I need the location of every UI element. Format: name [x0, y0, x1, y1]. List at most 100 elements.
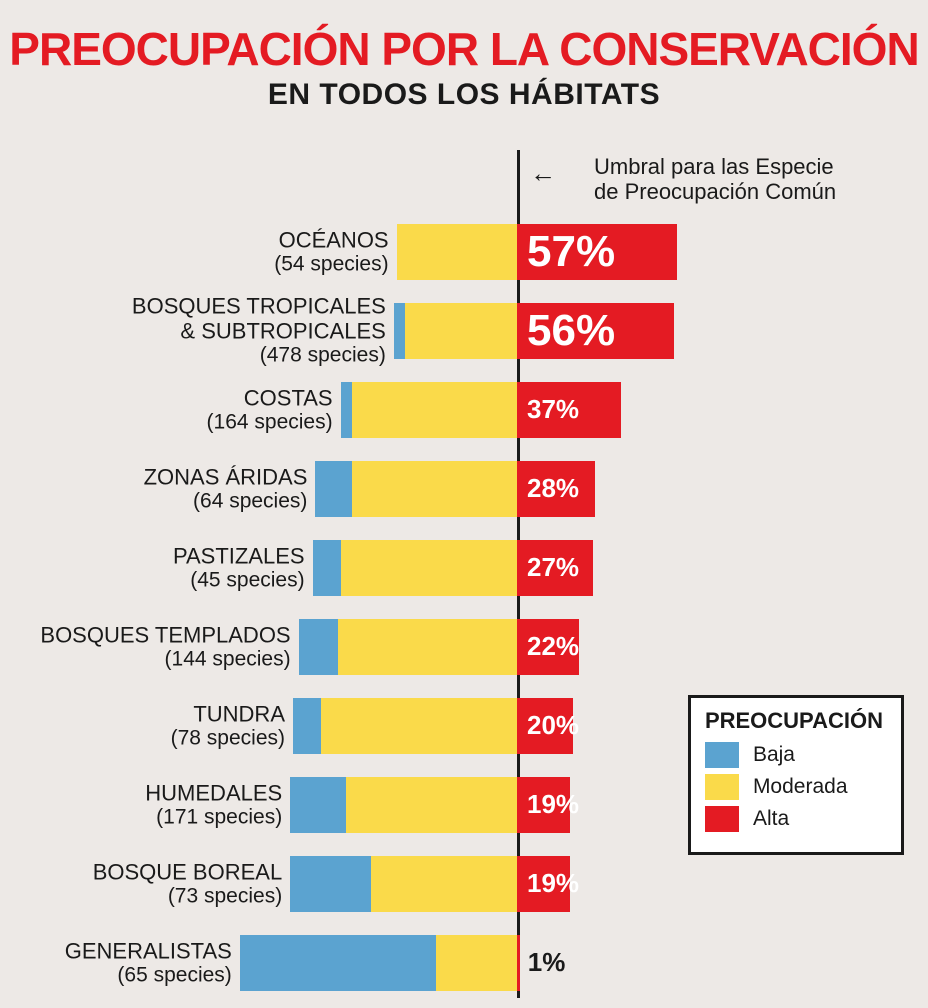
bar-segment-moderada: [352, 382, 517, 438]
row-species: (73 species): [93, 884, 283, 908]
bar-left: [290, 777, 517, 833]
legend-label: Baja: [753, 743, 795, 767]
bar-right: 1%: [517, 935, 565, 991]
bar-segment-alta: 28%: [517, 461, 595, 517]
threshold-label: Umbral para las Especie de Preocupación …: [594, 154, 836, 205]
row-label: ZONAS ÁRIDAS(64 species): [144, 464, 308, 513]
row-label: BOSQUES TEMPLADOS(144 species): [40, 622, 290, 671]
bar-segment-baja: [315, 461, 351, 517]
chart-row: ZONAS ÁRIDAS(64 species) 28%: [0, 449, 928, 528]
threshold-arrow-icon: ←: [530, 160, 556, 186]
legend-item: Baja: [705, 742, 883, 768]
page-title: PREOCUPACIÓN POR LA CONSERVACIÓN: [0, 0, 928, 72]
row-label: OCÉANOS(54 species): [274, 227, 388, 276]
row-name: BOSQUE BOREAL: [93, 859, 283, 884]
row-species: (171 species): [145, 805, 282, 829]
bar-right: 27%: [517, 540, 593, 596]
bar-segment-alta: 19%: [517, 856, 570, 912]
bar-right: 22%: [517, 619, 579, 675]
row-name: OCÉANOS: [274, 227, 388, 252]
row-name: COSTAS: [207, 385, 333, 410]
bar-pct-label: 22%: [517, 631, 579, 662]
bar-segment-alta: 27%: [517, 540, 593, 596]
legend-item: Moderada: [705, 774, 883, 800]
threshold-label-line1: Umbral para las Especie: [594, 154, 834, 179]
legend: PREOCUPACIÓN BajaModeradaAlta: [688, 695, 904, 855]
chart-row: BOSQUES TROPICALES & SUBTROPICALES(478 s…: [0, 291, 928, 370]
bar-segment-alta: 37%: [517, 382, 621, 438]
bar-left: [313, 540, 517, 596]
row-label: BOSQUE BOREAL(73 species): [93, 859, 283, 908]
chart-row: COSTAS(164 species) 37%: [0, 370, 928, 449]
bar-segment-alta: 20%: [517, 698, 573, 754]
bar-segment-baja: [240, 935, 436, 991]
bar-segment-baja: [293, 698, 321, 754]
row-species: (478 species): [126, 344, 386, 368]
row-name: BOSQUES TEMPLADOS: [40, 622, 290, 647]
bar-pct-label: 19%: [517, 868, 579, 899]
bar-segment-moderada: [341, 540, 517, 596]
bar-segment-moderada: [436, 935, 517, 991]
bar-segment-moderada: [405, 303, 517, 359]
row-name: HUMEDALES: [145, 780, 282, 805]
row-name: ZONAS ÁRIDAS: [144, 464, 308, 489]
bar-pct-label: 37%: [517, 394, 579, 425]
legend-swatch: [705, 806, 739, 832]
bar-segment-moderada: [371, 856, 517, 912]
bar-left: [290, 856, 517, 912]
chart-row: OCÉANOS(54 species) 57%: [0, 212, 928, 291]
bar-segment-baja: [394, 303, 405, 359]
row-species: (164 species): [207, 410, 333, 434]
row-label: HUMEDALES(171 species): [145, 780, 282, 829]
bar-segment-moderada: [397, 224, 517, 280]
bar-segment-moderada: [321, 698, 517, 754]
bar-segment-moderada: [352, 461, 517, 517]
legend-swatch: [705, 774, 739, 800]
bar-segment-alta: 57%: [517, 224, 677, 280]
bar-right: 20%: [517, 698, 573, 754]
row-name: PASTIZALES: [173, 543, 305, 568]
row-species: (78 species): [171, 726, 285, 750]
chart-rows: OCÉANOS(54 species) 57% BOSQUES TROPICALES…: [0, 212, 928, 1002]
row-label: PASTIZALES(45 species): [173, 543, 305, 592]
row-species: (144 species): [40, 647, 290, 671]
row-species: (65 species): [65, 963, 232, 987]
threshold-label-line2: de Preocupación Común: [594, 179, 836, 204]
chart-row: PASTIZALES(45 species) 27%: [0, 528, 928, 607]
bar-segment-baja: [341, 382, 352, 438]
bar-left: [315, 461, 517, 517]
legend-item: Alta: [705, 806, 883, 832]
bar-segment-baja: [290, 777, 346, 833]
bar-right: 37%: [517, 382, 621, 438]
bar-segment-baja: [313, 540, 341, 596]
bar-left: [397, 224, 517, 280]
row-name: TUNDRA: [171, 701, 285, 726]
bar-pct-label: 28%: [517, 473, 579, 504]
row-species: (54 species): [274, 252, 388, 276]
bar-right: 56%: [517, 303, 674, 359]
row-label: TUNDRA(78 species): [171, 701, 285, 750]
bar-left: [299, 619, 517, 675]
chart-row: BOSQUE BOREAL(73 species) 19%: [0, 844, 928, 923]
bar-left: [394, 303, 517, 359]
bar-pct-label: 1%: [520, 947, 566, 978]
bar-segment-moderada: [346, 777, 517, 833]
bar-pct-label: 19%: [517, 789, 579, 820]
bar-segment-alta: 19%: [517, 777, 570, 833]
row-name: BOSQUES TROPICALES & SUBTROPICALES: [126, 293, 386, 344]
bar-segment-alta: 56%: [517, 303, 674, 359]
bar-pct-label: 57%: [517, 227, 615, 277]
chart-row: GENERALISTAS(65 species)1%: [0, 923, 928, 1002]
chart-row: BOSQUES TEMPLADOS(144 species) 22%: [0, 607, 928, 686]
row-species: (45 species): [173, 568, 305, 592]
bar-left: [240, 935, 517, 991]
bar-right: 28%: [517, 461, 595, 517]
bar-segment-alta: 22%: [517, 619, 579, 675]
bar-segment-baja: [299, 619, 338, 675]
bar-segment-moderada: [338, 619, 517, 675]
bar-left: [293, 698, 517, 754]
bar-right: 57%: [517, 224, 677, 280]
row-label: COSTAS(164 species): [207, 385, 333, 434]
legend-label: Alta: [753, 807, 789, 831]
legend-swatch: [705, 742, 739, 768]
